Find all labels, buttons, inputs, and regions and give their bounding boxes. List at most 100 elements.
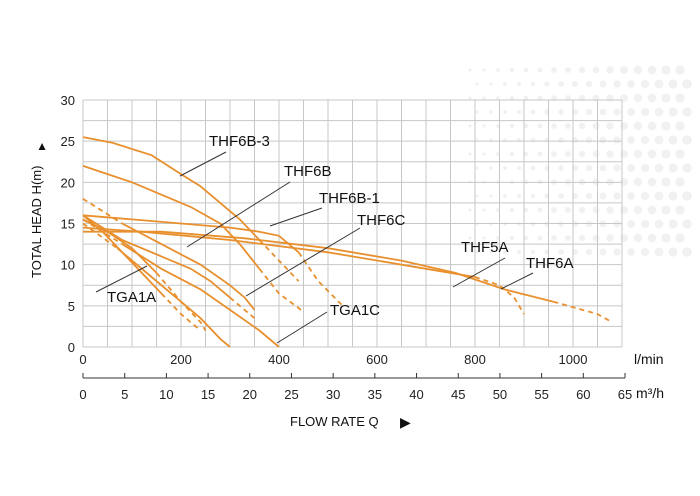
decor-dot <box>537 151 543 157</box>
y-tick-label: 15 <box>61 217 75 232</box>
decor-dot <box>564 234 572 242</box>
curve-dashed-segment <box>553 300 613 324</box>
decor-dot <box>564 122 572 130</box>
secondary-tick-label: 50 <box>493 387 507 402</box>
curve-line <box>121 243 280 348</box>
y-tick-label: 25 <box>61 134 75 149</box>
y-tick-label: 0 <box>68 340 75 355</box>
decor-dot <box>627 192 635 200</box>
curve-dashed-segment <box>258 268 302 311</box>
curve-dashed-segment <box>229 296 256 319</box>
x-tick-label: 1000 <box>559 352 588 367</box>
background-dot-decoration <box>468 65 692 257</box>
leader-line <box>245 227 361 297</box>
decor-dot <box>503 194 507 198</box>
decor-dot <box>558 249 564 255</box>
decor-dot <box>475 82 479 86</box>
decor-dot <box>592 234 600 242</box>
decor-dot <box>509 67 515 73</box>
x-axis-title: FLOW RATE Q <box>290 414 379 429</box>
decor-dot <box>613 108 621 116</box>
decor-dot <box>606 206 614 214</box>
label-leader-lines <box>95 151 534 344</box>
decor-dot <box>606 150 614 158</box>
y-axis-title: TOTAL HEAD H(m) <box>29 166 44 278</box>
leader-line <box>95 265 148 293</box>
curve-dashed-segment <box>82 218 123 245</box>
decor-dot <box>558 165 564 171</box>
curve-line <box>82 214 163 295</box>
leader-line <box>186 181 291 248</box>
leader-line <box>179 151 227 177</box>
decor-dot <box>654 191 664 201</box>
leader-line <box>452 257 506 288</box>
decor-dot <box>633 149 643 159</box>
x-unit-m3h: m³/h <box>636 385 664 401</box>
curve-dashed-segment <box>297 251 344 307</box>
decor-dot <box>578 206 586 214</box>
decor-dot <box>516 81 522 87</box>
decor-dot <box>537 207 543 213</box>
decor-dot <box>475 194 479 198</box>
decor-dot <box>503 110 507 114</box>
decor-dot <box>647 93 657 103</box>
decor-dot <box>503 82 507 86</box>
decor-dot <box>654 79 664 89</box>
curve-label-tga1c: TGA1C <box>330 302 380 319</box>
y-tick-label: 10 <box>61 258 75 273</box>
decor-dot <box>523 151 529 157</box>
secondary-tick-label: 5 <box>121 387 128 402</box>
decor-dot <box>633 65 643 75</box>
decor-dot <box>585 80 593 88</box>
decor-dot <box>682 191 692 201</box>
decor-dot <box>482 152 486 156</box>
x-tick-label: 600 <box>366 352 388 367</box>
decor-dot <box>682 135 692 145</box>
decor-dot <box>530 165 536 171</box>
curve-label-thf6a: THF6A <box>526 255 574 272</box>
decor-dot <box>606 94 614 102</box>
secondary-tick-label: 45 <box>451 387 465 402</box>
decor-dot <box>530 249 536 255</box>
secondary-tick-label: 20 <box>243 387 257 402</box>
decor-dot <box>599 80 607 88</box>
x-tick-label: 200 <box>170 352 192 367</box>
decor-dot <box>544 81 550 87</box>
decor-dot <box>558 137 564 143</box>
decor-dot <box>668 163 678 173</box>
curve-dashed-segment <box>82 222 118 249</box>
secondary-tick-label: 65 <box>618 387 632 402</box>
decor-dot <box>537 123 543 129</box>
decor-dot <box>668 107 678 117</box>
decor-dot <box>627 136 635 144</box>
x-tick-label: 800 <box>464 352 486 367</box>
decor-dot <box>682 247 692 257</box>
decor-dot <box>530 81 536 87</box>
decor-dot <box>675 149 685 159</box>
secondary-tick-label: 60 <box>576 387 590 402</box>
curve-line <box>83 230 554 303</box>
decor-dot <box>647 177 657 187</box>
decor-dot <box>633 205 643 215</box>
decor-dot <box>585 108 593 116</box>
decor-dot <box>509 151 515 157</box>
decor-dot <box>468 236 472 240</box>
decor-dot <box>496 124 500 128</box>
y-tick-label: 20 <box>61 175 75 190</box>
decor-dot <box>496 96 500 100</box>
decor-dot <box>468 152 472 156</box>
secondary-x-axis-m3h: 0 5 10 15 20 25 30 35 40 45 50 55 60 65 <box>79 373 632 402</box>
decor-dot <box>620 122 628 130</box>
decor-dot <box>489 250 493 254</box>
decor-dot <box>599 136 607 144</box>
decor-dot <box>613 248 621 256</box>
decor-dot <box>516 165 522 171</box>
decor-dot <box>516 193 522 199</box>
decor-dot <box>620 150 628 158</box>
decor-dot <box>668 191 678 201</box>
decor-dot <box>647 121 657 131</box>
decor-dot <box>496 236 500 240</box>
curve-label-thf6c: THF6C <box>357 212 406 229</box>
decor-dot <box>661 93 671 103</box>
decor-dot <box>627 108 635 116</box>
